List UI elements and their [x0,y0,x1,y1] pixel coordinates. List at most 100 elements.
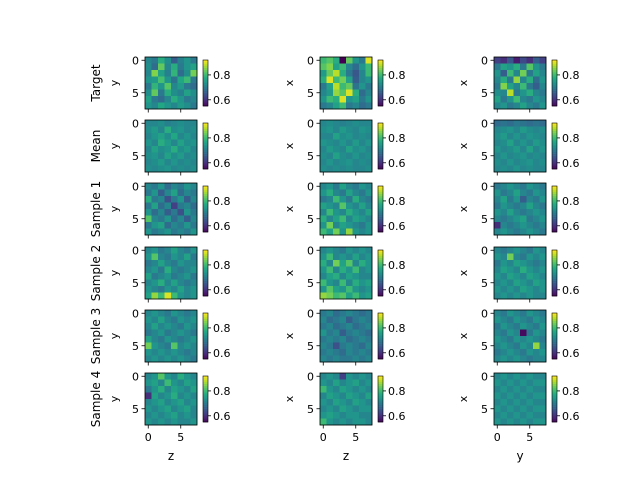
heatmap-cell [145,412,152,419]
colorbar-segment [552,228,557,231]
heatmap-cell [164,96,172,103]
colorbar-segment [203,341,208,344]
heatmap-cell [158,96,165,103]
colorbar-segment [203,389,208,392]
colorbar-segment [203,191,208,194]
heatmap-cell [339,279,347,287]
heatmap-cell [494,133,501,140]
heatmap-cell [359,139,366,147]
heatmap-cell [359,120,366,127]
colorbar-segment [552,140,557,143]
heatmap-cell [365,152,373,160]
colorbar-segment [552,286,557,289]
heatmap-cell [539,159,547,166]
heatmap-cell [533,189,540,197]
y-tick-label: 0 [481,117,488,130]
colorbar-segment [378,77,383,80]
heatmap-cell [507,349,514,356]
heatmap-cell [171,399,178,406]
y-tick-label: 5 [307,150,314,163]
heatmap-cell [352,139,360,147]
colorbar-segment [552,132,557,135]
heatmap-cell [151,146,159,153]
colorbar-frame [377,312,384,360]
x-axis-label: y [516,449,523,463]
heatmap-cell [365,63,373,71]
x-tick-label: 0 [494,431,501,444]
heatmap-cell [507,165,514,173]
colorbar-segment [552,391,557,394]
colorbar-frame [377,59,384,107]
heatmap-cell [333,63,340,71]
heatmap-cell [184,279,191,287]
heatmap-cell [513,273,521,280]
heatmap-cell [507,355,514,363]
heatmap-cell [539,260,547,267]
heatmap-cell [190,379,198,387]
colorbar-segment [552,385,557,388]
heatmap-cell [352,63,360,71]
heatmap-cell [520,183,527,190]
heatmap-cell [158,63,165,71]
colorbar-segment [552,157,557,160]
heatmap-cell [333,292,340,300]
colorbar-segment [378,214,383,217]
heatmap-cell [513,183,521,190]
heatmap-cell [164,279,172,287]
colorbar-segment [378,83,383,86]
heatmap-cell [151,266,159,274]
colorbar-segment [378,126,383,130]
heatmap-cell [346,165,353,173]
colorbar-segment [552,155,557,158]
heatmap-cell [171,310,178,317]
colorbar-segment [203,337,208,341]
colorbar-segment [378,123,383,126]
colorbar-segment [203,73,208,76]
colorbar-segment [203,218,208,221]
colorbar-segment [378,102,383,105]
heatmap-cell [158,139,165,147]
heatmap-cell [171,96,178,103]
colorbar-segment [552,212,557,216]
heatmap-cell [352,152,360,160]
heatmap-frame [144,182,198,236]
heatmap-cell [507,286,514,293]
heatmap-cell [190,323,198,330]
colorbar-segment [552,86,557,90]
heatmap-cell [177,102,185,110]
colorbar-segment [203,201,208,204]
heatmap-cell [494,349,501,356]
heatmap-cell [320,349,327,356]
colorbar-segment [203,393,208,396]
colorbar-segment [552,357,557,360]
heatmap-cell [164,189,172,197]
heatmap-cell [500,133,508,140]
heatmap-cell [365,126,373,134]
heatmap-cell [520,418,527,426]
x-tick-label: 0 [320,431,327,444]
colorbar-segment [378,393,383,396]
heatmap-cell [333,316,340,324]
colorbar-segment [378,149,383,153]
heatmap-cell [352,126,360,134]
heatmap-cell [339,316,347,324]
heatmap-cell [177,310,185,317]
heatmap-cell [339,209,347,216]
colorbar-segment [203,134,208,137]
colorbar-segment [203,147,208,151]
colorbar-segment [203,395,208,398]
colorbar-tick-label: 0.6 [213,347,231,360]
heatmap-cell [365,196,373,203]
heatmap-cell [533,152,540,160]
heatmap-cell [500,386,508,393]
heatmap-cell [177,146,185,153]
heatmap-cell [513,152,521,160]
heatmap-cell [145,57,152,64]
colorbar-segment [552,60,557,63]
heatmap-cell [520,152,527,160]
heatmap-cell [507,126,514,134]
heatmap-cell [158,412,165,419]
heatmap-cell [365,342,373,350]
colorbar-segment [552,336,557,339]
heatmap-cell [539,386,547,393]
